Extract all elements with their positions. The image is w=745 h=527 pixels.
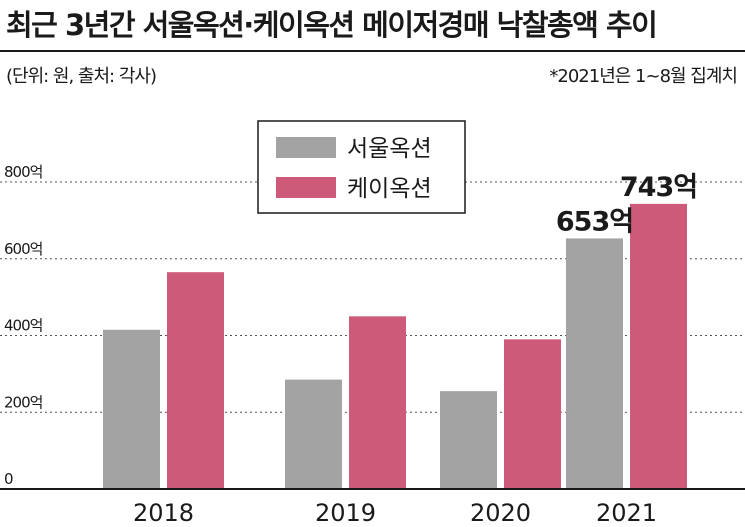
y-tick-label: 600억 (4, 240, 42, 258)
title-rule (0, 50, 745, 52)
y-tick-label: 400억 (4, 317, 42, 335)
y-tick-label: 200억 (4, 393, 42, 411)
chart-title: 최근 3년간 서울옥션·케이옥션 메이저경매 낙찰총액 추이 (6, 8, 658, 42)
bar-k-auction-2019 (349, 316, 406, 489)
bar-k-auction-2021 (630, 203, 687, 489)
x-tick-label: 2020 (470, 499, 531, 527)
legend-label-k-auction: 케이옥션 (347, 176, 432, 202)
data-label: 743억 (620, 172, 697, 203)
data-label: 653억 (556, 206, 633, 237)
legend-swatch-seoul-auction (276, 137, 336, 158)
y-tick-label: 0 (4, 470, 13, 488)
bar-seoul-auction-2018 (103, 329, 160, 489)
bar-seoul-auction-2020 (440, 391, 497, 489)
legend-swatch-k-auction (276, 177, 336, 198)
bar-k-auction-2018 (167, 272, 224, 489)
bar-seoul-auction-2021 (566, 238, 623, 489)
chart-subtitle: (단위: 원, 출처: 각사) (6, 66, 157, 87)
x-tick-label: 2021 (596, 499, 657, 527)
x-tick-label: 2019 (315, 499, 376, 527)
y-tick-label: 800억 (4, 163, 42, 181)
bar-k-auction-2020 (504, 339, 561, 489)
chart-note: *2021년은 1~8월 집계치 (549, 66, 738, 87)
bar-seoul-auction-2019 (285, 379, 342, 489)
x-tick-label: 2018 (133, 499, 194, 527)
legend-label-seoul-auction: 서울옥션 (347, 136, 432, 162)
